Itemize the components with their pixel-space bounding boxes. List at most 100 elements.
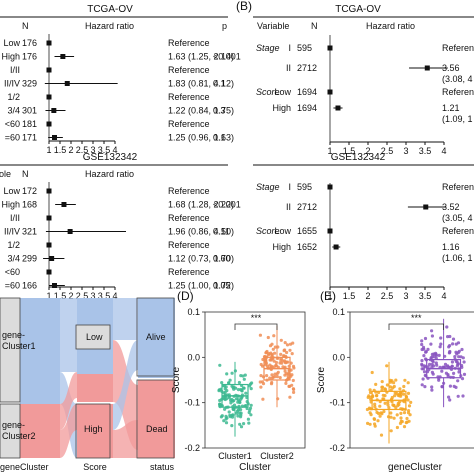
data-point [445, 325, 449, 329]
data-point [258, 333, 262, 337]
row-n: 1694 [297, 87, 317, 97]
data-point [266, 335, 270, 340]
row-n: 176 [22, 38, 37, 48]
data-point [383, 401, 387, 405]
data-point [391, 403, 395, 407]
row-hr-text: Reference [168, 119, 210, 129]
x-tick-label: 1 [327, 291, 332, 301]
data-point [373, 405, 377, 409]
forest-plot-b: TCGA-OV Variable N Hazard ratio Stage I 595 Ref… [253, 4, 474, 301]
data-point [385, 364, 389, 368]
data-point [370, 370, 374, 375]
data-point [244, 404, 248, 408]
data-point [268, 344, 273, 348]
data-point [391, 386, 395, 390]
data-point [423, 385, 427, 389]
data-point [446, 373, 450, 377]
data-point [447, 345, 451, 349]
data-point [225, 372, 229, 376]
data-point [378, 404, 382, 408]
data-point [236, 414, 240, 418]
data-point [385, 383, 389, 387]
header-hr: Hazard ratio [85, 21, 134, 31]
row-hr-text: 1.21 (1.09, 1 [442, 103, 473, 124]
flow-c2-high [60, 404, 77, 458]
data-point [248, 382, 253, 386]
row-p: <0.001 [213, 200, 241, 210]
data-point [220, 414, 224, 418]
row-p: 0.3 [213, 106, 226, 116]
data-point [380, 385, 385, 389]
data-point [227, 396, 231, 400]
data-point [223, 407, 227, 411]
data-point [420, 363, 424, 367]
data-point [430, 334, 434, 338]
data-point [281, 359, 285, 363]
hr-point [46, 215, 52, 221]
data-point [431, 372, 435, 376]
data-point [246, 417, 250, 421]
header-hr: Hazard ratio [85, 169, 134, 179]
data-point [423, 373, 427, 377]
hr-point [60, 54, 66, 59]
row-hr-text: Reference [442, 43, 474, 53]
x-tick-label: 2 [68, 291, 73, 301]
hr-point [333, 244, 339, 250]
data-point [406, 411, 411, 415]
data-point [269, 364, 274, 368]
row-p: 0.60 [213, 254, 231, 264]
data-point [230, 424, 234, 428]
row-n: 329 [22, 79, 37, 89]
row-n: 171 [22, 133, 37, 143]
node-label-dead: Dead [146, 424, 168, 434]
cluster1-fill [20, 298, 60, 404]
data-point [239, 425, 244, 429]
data-point [238, 422, 242, 426]
data-point [405, 420, 409, 424]
data-point [378, 414, 382, 418]
x-tick-label: 4 [112, 291, 117, 301]
data-point [284, 381, 288, 385]
data-point [450, 360, 454, 364]
cohort-title: TCGA-OV [335, 4, 381, 15]
cluster-node [0, 297, 21, 403]
header-hr: Hazard ratio [366, 21, 415, 31]
x-tick-label: Cluster2 [260, 451, 294, 461]
hr-point [67, 229, 73, 234]
sankey-axis-label: status [150, 462, 175, 472]
data-point [225, 416, 229, 420]
hr-point [46, 40, 52, 46]
x-tick-label: 1.5 [343, 291, 356, 301]
row-label: II/IV [4, 79, 20, 89]
row-hr-text: 1.25 (0.96, 1.63) [168, 133, 234, 143]
data-point [429, 342, 433, 346]
data-point [291, 378, 295, 383]
row-hr-text: 1.16 (1.06, 1 [442, 242, 473, 263]
data-point [223, 390, 227, 395]
data-point [249, 387, 253, 391]
data-point [283, 373, 287, 377]
data-point [224, 421, 229, 425]
data-point [386, 403, 390, 407]
row-label: Low [3, 186, 20, 196]
x-tick-label: 3 [403, 146, 408, 156]
row-p: <0.001 [213, 52, 241, 62]
data-point [228, 413, 232, 417]
alive-fill [138, 298, 175, 378]
data-point [264, 359, 268, 363]
data-point [271, 347, 275, 351]
row-label: 3/4 [7, 254, 20, 264]
data-point [366, 421, 370, 425]
data-point [395, 391, 399, 396]
row-hr-text: Reference [168, 65, 210, 75]
hr-point [64, 81, 70, 86]
data-point [369, 413, 373, 417]
data-point [420, 342, 424, 347]
cohort-title: GSE132342 [83, 152, 138, 163]
data-point [423, 336, 428, 341]
data-point [420, 339, 424, 343]
data-point [403, 378, 407, 382]
y-tick-label: 0.0 [187, 352, 200, 362]
data-point [430, 355, 434, 359]
data-point [389, 411, 393, 415]
